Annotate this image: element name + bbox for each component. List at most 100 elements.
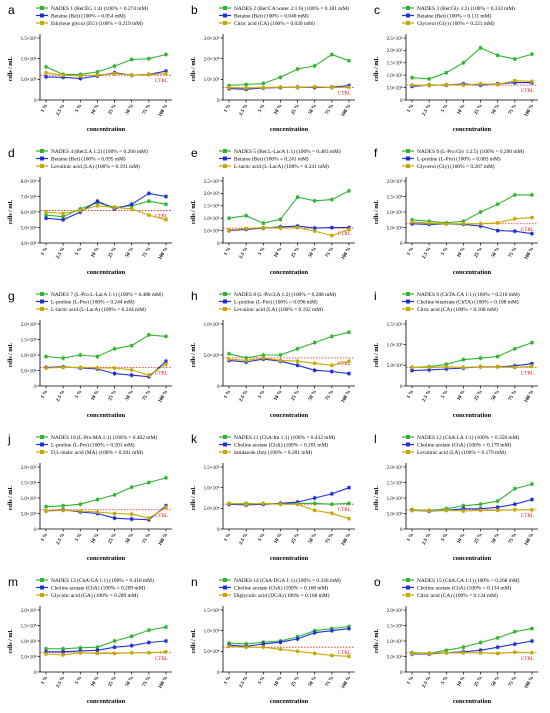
data-point [164, 334, 168, 338]
data-point [330, 233, 334, 238]
data-point [164, 639, 168, 643]
data-point [330, 334, 334, 338]
y-tick-label: 1.5×10⁵ [204, 204, 220, 210]
legend-label: Levulinic acid (LA) (100% = 0.192 mM) [234, 306, 323, 313]
legend-label: NADES 9 (ChTA:CA 1:1) (100% = 0.216 mM) [417, 291, 520, 298]
data-point [227, 228, 231, 232]
x-tick-label: 100 % [524, 104, 535, 118]
data-point [530, 193, 534, 197]
x-tick-label: 50 % [308, 247, 318, 259]
series-line [45, 477, 167, 508]
x-tick-label: 2.5 % [239, 533, 250, 546]
data-point [278, 647, 283, 651]
data-point [244, 86, 248, 90]
series-line [45, 53, 167, 75]
data-point [261, 645, 265, 649]
series-line [45, 651, 167, 656]
data-point [513, 193, 517, 197]
x-tick-label: 50 % [491, 676, 501, 688]
legend-swatch-marker [406, 307, 410, 311]
data-point [244, 82, 248, 87]
series-line [46, 626, 167, 650]
panel-letter: l [374, 432, 377, 446]
series-line [228, 487, 350, 506]
data-point [530, 497, 534, 502]
panel-letter: m [8, 575, 18, 589]
data-point [130, 517, 134, 521]
data-point [444, 71, 448, 75]
legend-label: L-lactic acid (L-LacA) (100% = 0.241 mM) [234, 163, 329, 170]
x-tick-label: 1 % [41, 676, 50, 686]
data-point [444, 222, 448, 226]
ctrl-label: CTRL [155, 370, 168, 376]
y-tick-label: 0 [217, 385, 220, 390]
legend-swatch-marker [223, 578, 227, 582]
x-tick-label: 10 % [274, 104, 284, 116]
x-tick-label: 50 % [125, 676, 135, 688]
data-point [347, 501, 351, 505]
x-axis-label: concentration [270, 412, 309, 419]
panel-letter: h [191, 289, 198, 303]
data-point [112, 366, 117, 370]
x-tick-label: 2.5 % [56, 533, 67, 546]
data-point [227, 357, 231, 361]
data-point [244, 227, 248, 231]
data-point [112, 516, 117, 520]
data-point [295, 359, 300, 363]
data-point [513, 630, 517, 634]
data-point [461, 509, 466, 513]
data-point [313, 64, 317, 68]
y-tick-label: 1.5×10⁵ [21, 36, 37, 42]
legend-label: Betaine (Bet) (100% = 0.111 mM) [417, 13, 491, 20]
legend-swatch-marker [40, 164, 44, 168]
data-point [513, 502, 517, 506]
data-point [61, 218, 65, 222]
panel-letter: o [374, 575, 381, 589]
series-line [411, 80, 533, 87]
ctrl-label: CTRL [155, 513, 168, 519]
x-tick-label: 2.5 % [239, 676, 250, 689]
legend-swatch-marker [406, 578, 410, 582]
legend-label: L-proline (L-Pro) (100% = 0.201 mM) [51, 442, 135, 449]
y-tick-label: 1.0×10⁵ [21, 496, 37, 502]
series-line [45, 334, 167, 359]
data-point [244, 214, 248, 218]
x-axis-label: concentration [87, 555, 126, 562]
x-tick-label: 5 % [441, 533, 450, 543]
x-tick-label: 75 % [325, 390, 335, 402]
y-tick-label: 2.0×10⁵ [387, 465, 403, 471]
ctrl-label: CTRL [338, 91, 351, 97]
legend-label: NADES 15 (ChA:CA 1:1) (100% = 0.268 mM) [417, 577, 520, 584]
data-point [530, 482, 534, 486]
ctrl-label: CTRL [521, 513, 534, 519]
data-point [496, 365, 500, 369]
x-tick-label: 5 % [75, 104, 84, 114]
x-tick-label: 75 % [325, 676, 335, 688]
series-line [412, 651, 533, 654]
panel-letter: g [8, 289, 15, 303]
x-tick-label: 1 % [407, 676, 416, 686]
series-line [412, 365, 533, 368]
data-point [278, 502, 283, 506]
data-point [347, 517, 351, 521]
legend-label: Citric acid (CA) (100% = 0.134 mM) [417, 592, 498, 599]
series-line [228, 628, 350, 647]
legend-label: Levulinic acid (LA) (100% = 0.191 mM) [51, 163, 140, 170]
series-line [228, 53, 350, 87]
data-point [147, 640, 151, 645]
y-tick-label: 1.5×10⁵ [204, 608, 220, 614]
x-axis-label: concentration [270, 555, 309, 562]
data-point [347, 359, 351, 363]
data-point [461, 365, 466, 369]
x-tick-label: 10 % [274, 676, 284, 688]
data-point [278, 640, 283, 644]
x-tick-label: 5 % [75, 390, 84, 400]
legend-swatch-marker [406, 21, 410, 25]
data-point [330, 198, 334, 202]
x-tick-label: 100 % [158, 533, 169, 547]
series-line [228, 358, 350, 375]
legend-label: NADES 5 (Bet:L-LacA 1:1) (100% = 0.483 m… [234, 148, 341, 155]
data-point [313, 368, 317, 372]
data-point [261, 642, 265, 646]
series-line [411, 194, 532, 224]
